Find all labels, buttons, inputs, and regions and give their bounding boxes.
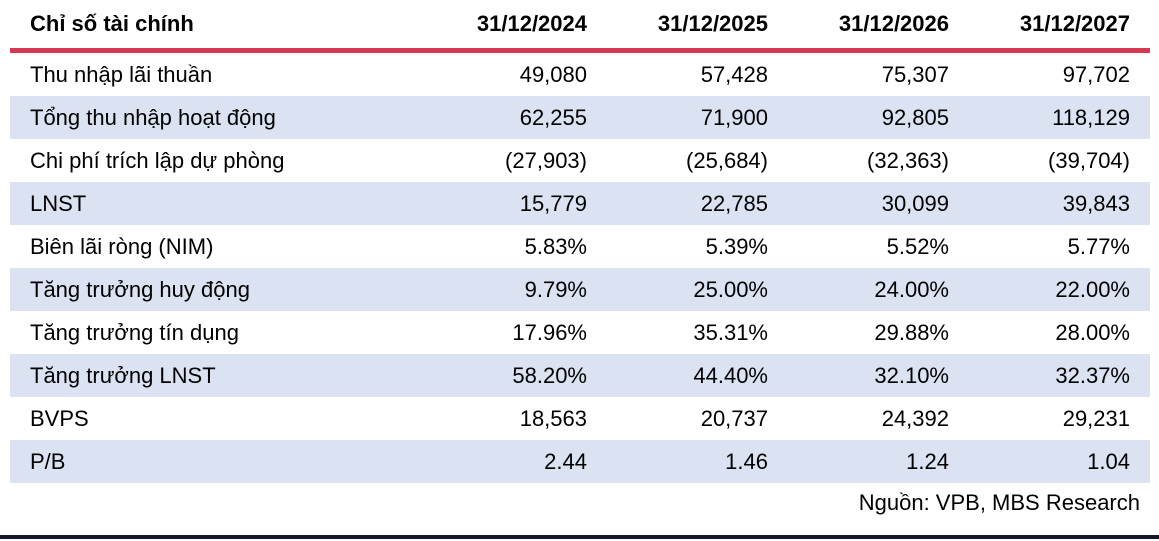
cell-value: 35.31%	[693, 319, 768, 345]
cell-value: 1.24	[906, 448, 949, 474]
cell-value: 2.44	[544, 448, 587, 474]
cell-value: 39,843	[1062, 190, 1130, 216]
cell-value: 5.83%	[524, 233, 587, 259]
financial-metrics-table: Chỉ số tài chính 31/12/2024 31/12/2025 3…	[10, 0, 1150, 483]
table-row: P/B 2.44 1.46 1.24 1.04	[10, 440, 1150, 483]
bottom-accent-bar	[0, 535, 1159, 539]
header-metric-label: Chỉ số tài chính	[30, 11, 194, 36]
cell-value: 18,563	[519, 405, 587, 431]
cell-value: 118,129	[1052, 104, 1130, 130]
cell-value: 32.10%	[874, 362, 949, 388]
cell-value: 24.00%	[874, 276, 949, 302]
cell-value: (39,704)	[1048, 147, 1130, 173]
source-note: Nguồn: VPB, MBS Research	[858, 490, 1140, 515]
row-label: Tổng thu nhập hoạt động	[30, 104, 276, 130]
table-row: BVPS 18,563 20,737 24,392 29,231	[10, 397, 1150, 440]
table-row: Tăng trưởng huy động 9.79% 25.00% 24.00%…	[10, 268, 1150, 311]
table-row: Tăng trưởng LNST 58.20% 44.40% 32.10% 32…	[10, 354, 1150, 397]
header-date-2025: 31/12/2025	[657, 11, 768, 36]
row-label: Tăng trưởng tín dụng	[30, 319, 239, 345]
row-label: LNST	[30, 190, 87, 216]
row-label: BVPS	[30, 405, 89, 431]
cell-value: 9.79%	[524, 276, 587, 302]
cell-value: (32,363)	[867, 147, 949, 173]
cell-value: 97,702	[1062, 61, 1130, 87]
cell-value: 22.00%	[1055, 276, 1130, 302]
cell-value: 29,231	[1062, 405, 1130, 431]
cell-value: 17.96%	[512, 319, 587, 345]
cell-value: 32.37%	[1055, 362, 1130, 388]
row-label: Biên lãi ròng (NIM)	[30, 233, 214, 259]
cell-value: 5.39%	[705, 233, 768, 259]
row-label: Tăng trưởng LNST	[30, 362, 216, 388]
cell-value: 75,307	[881, 61, 949, 87]
cell-value: 5.77%	[1067, 233, 1130, 259]
table-row: Biên lãi ròng (NIM) 5.83% 5.39% 5.52% 5.…	[10, 225, 1150, 268]
table-row: Thu nhập lãi thuần 49,080 57,428 75,307 …	[10, 51, 1150, 97]
row-label: Tăng trưởng huy động	[30, 276, 250, 302]
cell-value: 20,737	[700, 405, 768, 431]
table-row: Tổng thu nhập hoạt động 62,255 71,900 92…	[10, 96, 1150, 139]
cell-value: 92,805	[881, 104, 949, 130]
row-label: Thu nhập lãi thuần	[30, 61, 213, 87]
cell-value: 29.88%	[874, 319, 949, 345]
cell-value: (25,684)	[686, 147, 768, 173]
cell-value: (27,903)	[505, 147, 587, 173]
cell-value: 1.46	[725, 448, 768, 474]
cell-value: 44.40%	[693, 362, 768, 388]
cell-value: 71,900	[700, 104, 768, 130]
table-header-row: Chỉ số tài chính 31/12/2024 31/12/2025 3…	[10, 0, 1150, 51]
row-label: Chi phí trích lập dự phòng	[30, 147, 285, 173]
cell-value: 58.20%	[512, 362, 587, 388]
table-row: Chi phí trích lập dự phòng (27,903) (25,…	[10, 139, 1150, 182]
cell-value: 5.52%	[886, 233, 949, 259]
cell-value: 49,080	[519, 61, 587, 87]
table-row: Tăng trưởng tín dụng 17.96% 35.31% 29.88…	[10, 311, 1150, 354]
header-date-2024: 31/12/2024	[476, 11, 587, 36]
header-date-2027: 31/12/2027	[1019, 11, 1130, 36]
header-date-2026: 31/12/2026	[838, 11, 949, 36]
row-label: P/B	[30, 448, 66, 474]
cell-value: 25.00%	[693, 276, 768, 302]
cell-value: 24,392	[881, 405, 949, 431]
cell-value: 62,255	[519, 104, 587, 130]
cell-value: 28.00%	[1055, 319, 1130, 345]
cell-value: 57,428	[700, 61, 768, 87]
cell-value: 15,779	[519, 190, 587, 216]
cell-value: 1.04	[1087, 448, 1130, 474]
cell-value: 22,785	[700, 190, 768, 216]
cell-value: 30,099	[881, 190, 949, 216]
table-row: LNST 15,779 22,785 30,099 39,843	[10, 182, 1150, 225]
